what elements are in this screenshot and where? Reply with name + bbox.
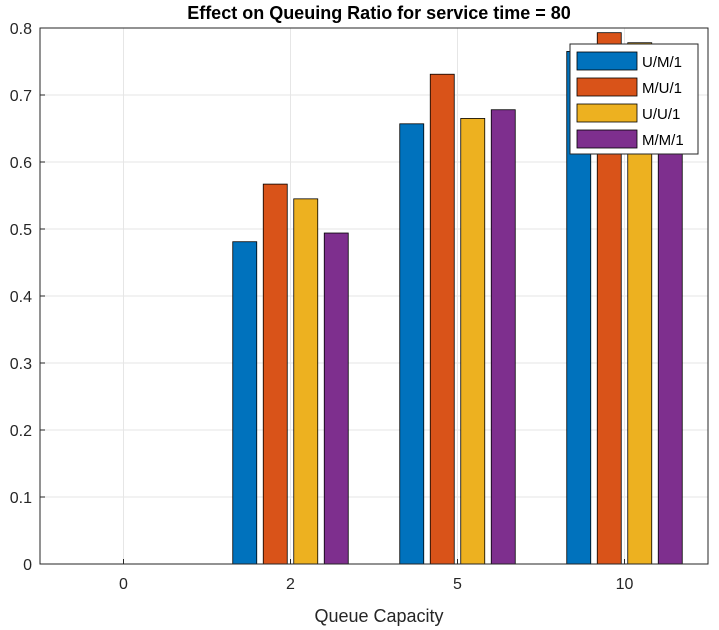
legend-label: M/U/1 xyxy=(642,80,682,97)
bar-u-m-1-5 xyxy=(399,123,425,565)
y-tick-label: 0.8 xyxy=(10,21,32,38)
x-tick-label: 0 xyxy=(119,576,128,593)
x-tick-label: 10 xyxy=(616,576,634,593)
legend-label: M/M/1 xyxy=(642,132,684,149)
bar-u-m-1-2 xyxy=(232,241,258,565)
legend-swatch xyxy=(576,103,638,123)
y-tick-label: 0.5 xyxy=(10,222,32,239)
bar-m-u-1-2 xyxy=(262,183,288,565)
y-tick-label: 0.2 xyxy=(10,423,32,440)
legend: U/M/1 M/U/1 U/U/1 M/M/1 xyxy=(569,43,699,155)
bar-u-u-1-2 xyxy=(293,198,319,565)
legend-swatch xyxy=(576,51,638,71)
y-tick-label: 0.6 xyxy=(10,155,32,172)
axes xyxy=(39,27,709,565)
x-tick-label: 2 xyxy=(286,576,295,593)
bar-u-u-1-5 xyxy=(460,118,486,565)
bar-m-u-1-5 xyxy=(429,73,455,565)
tick-labels: 0 0.1 0.2 0.3 0.4 0.5 0.6 0.7 0.8 0 2 5 10 xyxy=(10,21,634,593)
axes-box xyxy=(39,27,709,565)
legend-label: U/U/1 xyxy=(642,106,680,123)
bar-m-m-1-2 xyxy=(323,232,349,565)
bar-m-m-1-5 xyxy=(490,109,516,565)
legend-swatch xyxy=(576,77,638,97)
legend-swatch xyxy=(576,129,638,149)
x-axis-label: Queue Capacity xyxy=(314,606,443,626)
y-tick-label: 0.3 xyxy=(10,356,32,373)
legend-label: U/M/1 xyxy=(642,54,682,71)
y-tick-label: 0.7 xyxy=(10,88,32,105)
y-tick-label: 0.4 xyxy=(10,289,32,306)
y-tick-label: 0 xyxy=(23,557,32,574)
x-tick-label: 5 xyxy=(453,576,462,593)
chart-title: Effect on Queuing Ratio for service time… xyxy=(187,3,571,23)
y-tick-label: 0.1 xyxy=(10,490,32,507)
